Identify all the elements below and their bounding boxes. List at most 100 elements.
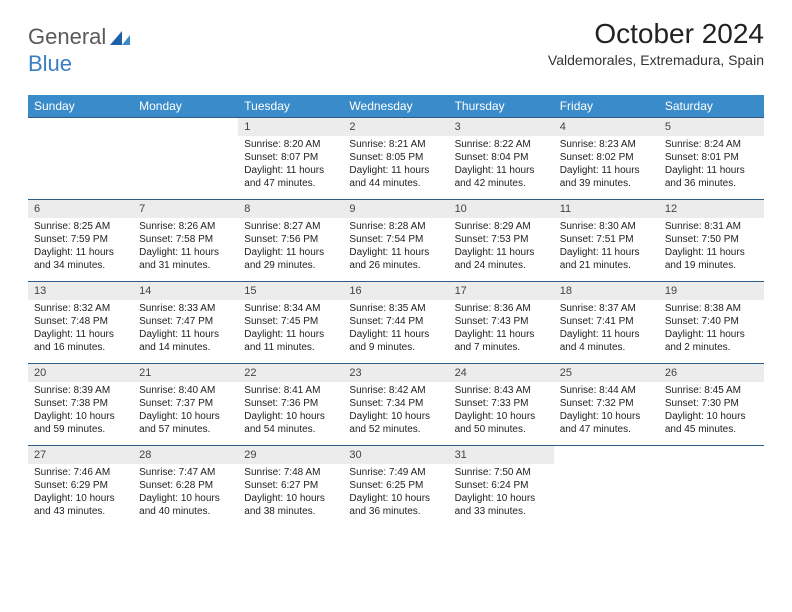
daylight-line2: and 21 minutes. [560, 259, 653, 272]
day-body: Sunrise: 8:29 AMSunset: 7:53 PMDaylight:… [449, 218, 554, 276]
daylight-line1: Daylight: 11 hours [560, 246, 653, 259]
daylight-line1: Daylight: 11 hours [139, 246, 232, 259]
daylight-line2: and 43 minutes. [34, 505, 127, 518]
daylight-line2: and 11 minutes. [244, 341, 337, 354]
daylight-line1: Daylight: 11 hours [244, 164, 337, 177]
calendar-cell [133, 118, 238, 200]
calendar-cell: 19Sunrise: 8:38 AMSunset: 7:40 PMDayligh… [659, 282, 764, 364]
sunset-text: Sunset: 7:38 PM [34, 397, 127, 410]
sunrise-text: Sunrise: 8:25 AM [34, 220, 127, 233]
calendar-cell [659, 446, 764, 528]
calendar-cell: 5Sunrise: 8:24 AMSunset: 8:01 PMDaylight… [659, 118, 764, 200]
calendar-cell: 17Sunrise: 8:36 AMSunset: 7:43 PMDayligh… [449, 282, 554, 364]
daylight-line2: and 14 minutes. [139, 341, 232, 354]
day-body: Sunrise: 8:43 AMSunset: 7:33 PMDaylight:… [449, 382, 554, 440]
calendar-cell: 7Sunrise: 8:26 AMSunset: 7:58 PMDaylight… [133, 200, 238, 282]
daylight-line1: Daylight: 11 hours [455, 164, 548, 177]
calendar-cell: 10Sunrise: 8:29 AMSunset: 7:53 PMDayligh… [449, 200, 554, 282]
daylight-line2: and 42 minutes. [455, 177, 548, 190]
day-number: 16 [343, 282, 448, 300]
daylight-line2: and 31 minutes. [139, 259, 232, 272]
sunset-text: Sunset: 7:59 PM [34, 233, 127, 246]
sunrise-text: Sunrise: 8:38 AM [665, 302, 758, 315]
sunset-text: Sunset: 7:56 PM [244, 233, 337, 246]
sunrise-text: Sunrise: 8:43 AM [455, 384, 548, 397]
daylight-line2: and 40 minutes. [139, 505, 232, 518]
sunrise-text: Sunrise: 8:31 AM [665, 220, 758, 233]
daylight-line1: Daylight: 11 hours [349, 328, 442, 341]
sunset-text: Sunset: 7:41 PM [560, 315, 653, 328]
sunrise-text: Sunrise: 8:35 AM [349, 302, 442, 315]
day-number: 6 [28, 200, 133, 218]
day-number: 29 [238, 446, 343, 464]
title-block: October 2024 Valdemorales, Extremadura, … [548, 18, 764, 68]
sunset-text: Sunset: 7:32 PM [560, 397, 653, 410]
calendar-cell: 16Sunrise: 8:35 AMSunset: 7:44 PMDayligh… [343, 282, 448, 364]
daylight-line1: Daylight: 10 hours [244, 410, 337, 423]
daylight-line1: Daylight: 11 hours [560, 164, 653, 177]
day-body: Sunrise: 8:35 AMSunset: 7:44 PMDaylight:… [343, 300, 448, 358]
daylight-line2: and 9 minutes. [349, 341, 442, 354]
logo-word1: General [28, 24, 106, 49]
weekday-header: Wednesday [343, 95, 448, 118]
calendar-cell: 23Sunrise: 8:42 AMSunset: 7:34 PMDayligh… [343, 364, 448, 446]
daylight-line2: and 26 minutes. [349, 259, 442, 272]
day-body: Sunrise: 8:40 AMSunset: 7:37 PMDaylight:… [133, 382, 238, 440]
sunrise-text: Sunrise: 7:50 AM [455, 466, 548, 479]
day-body: Sunrise: 8:44 AMSunset: 7:32 PMDaylight:… [554, 382, 659, 440]
day-number: 28 [133, 446, 238, 464]
logo-mark-icon [110, 25, 130, 51]
daylight-line2: and 36 minutes. [665, 177, 758, 190]
day-number: 23 [343, 364, 448, 382]
daylight-line1: Daylight: 11 hours [560, 328, 653, 341]
calendar-cell: 31Sunrise: 7:50 AMSunset: 6:24 PMDayligh… [449, 446, 554, 528]
day-body: Sunrise: 8:28 AMSunset: 7:54 PMDaylight:… [343, 218, 448, 276]
day-body: Sunrise: 8:42 AMSunset: 7:34 PMDaylight:… [343, 382, 448, 440]
sunrise-text: Sunrise: 7:49 AM [349, 466, 442, 479]
calendar-cell: 3Sunrise: 8:22 AMSunset: 8:04 PMDaylight… [449, 118, 554, 200]
sunset-text: Sunset: 6:28 PM [139, 479, 232, 492]
calendar-cell [28, 118, 133, 200]
day-body: Sunrise: 7:48 AMSunset: 6:27 PMDaylight:… [238, 464, 343, 522]
daylight-line2: and 33 minutes. [455, 505, 548, 518]
logo-word2: Blue [28, 51, 72, 76]
daylight-line1: Daylight: 11 hours [665, 164, 758, 177]
sunset-text: Sunset: 8:01 PM [665, 151, 758, 164]
daylight-line2: and 44 minutes. [349, 177, 442, 190]
day-body: Sunrise: 8:27 AMSunset: 7:56 PMDaylight:… [238, 218, 343, 276]
header: General Blue October 2024 Valdemorales, … [28, 18, 764, 77]
sunset-text: Sunset: 7:58 PM [139, 233, 232, 246]
calendar-cell: 11Sunrise: 8:30 AMSunset: 7:51 PMDayligh… [554, 200, 659, 282]
day-body: Sunrise: 8:24 AMSunset: 8:01 PMDaylight:… [659, 136, 764, 194]
daylight-line1: Daylight: 10 hours [349, 410, 442, 423]
weekday-header: Saturday [659, 95, 764, 118]
day-body: Sunrise: 8:25 AMSunset: 7:59 PMDaylight:… [28, 218, 133, 276]
calendar-cell: 22Sunrise: 8:41 AMSunset: 7:36 PMDayligh… [238, 364, 343, 446]
weekday-header: Sunday [28, 95, 133, 118]
sunrise-text: Sunrise: 8:23 AM [560, 138, 653, 151]
calendar-cell [554, 446, 659, 528]
daylight-line1: Daylight: 10 hours [139, 492, 232, 505]
calendar-cell: 20Sunrise: 8:39 AMSunset: 7:38 PMDayligh… [28, 364, 133, 446]
calendar-cell: 15Sunrise: 8:34 AMSunset: 7:45 PMDayligh… [238, 282, 343, 364]
daylight-line2: and 45 minutes. [665, 423, 758, 436]
sunset-text: Sunset: 7:34 PM [349, 397, 442, 410]
sunrise-text: Sunrise: 8:45 AM [665, 384, 758, 397]
day-body: Sunrise: 8:20 AMSunset: 8:07 PMDaylight:… [238, 136, 343, 194]
day-body: Sunrise: 8:32 AMSunset: 7:48 PMDaylight:… [28, 300, 133, 358]
calendar-cell: 1Sunrise: 8:20 AMSunset: 8:07 PMDaylight… [238, 118, 343, 200]
day-number: 20 [28, 364, 133, 382]
day-number: 1 [238, 118, 343, 136]
daylight-line1: Daylight: 11 hours [349, 164, 442, 177]
day-number: 15 [238, 282, 343, 300]
sunset-text: Sunset: 7:54 PM [349, 233, 442, 246]
daylight-line1: Daylight: 10 hours [34, 492, 127, 505]
calendar-cell: 9Sunrise: 8:28 AMSunset: 7:54 PMDaylight… [343, 200, 448, 282]
daylight-line2: and 36 minutes. [349, 505, 442, 518]
sunset-text: Sunset: 7:47 PM [139, 315, 232, 328]
daylight-line1: Daylight: 11 hours [139, 328, 232, 341]
sunrise-text: Sunrise: 8:37 AM [560, 302, 653, 315]
day-body: Sunrise: 8:39 AMSunset: 7:38 PMDaylight:… [28, 382, 133, 440]
daylight-line2: and 38 minutes. [244, 505, 337, 518]
day-body: Sunrise: 8:31 AMSunset: 7:50 PMDaylight:… [659, 218, 764, 276]
